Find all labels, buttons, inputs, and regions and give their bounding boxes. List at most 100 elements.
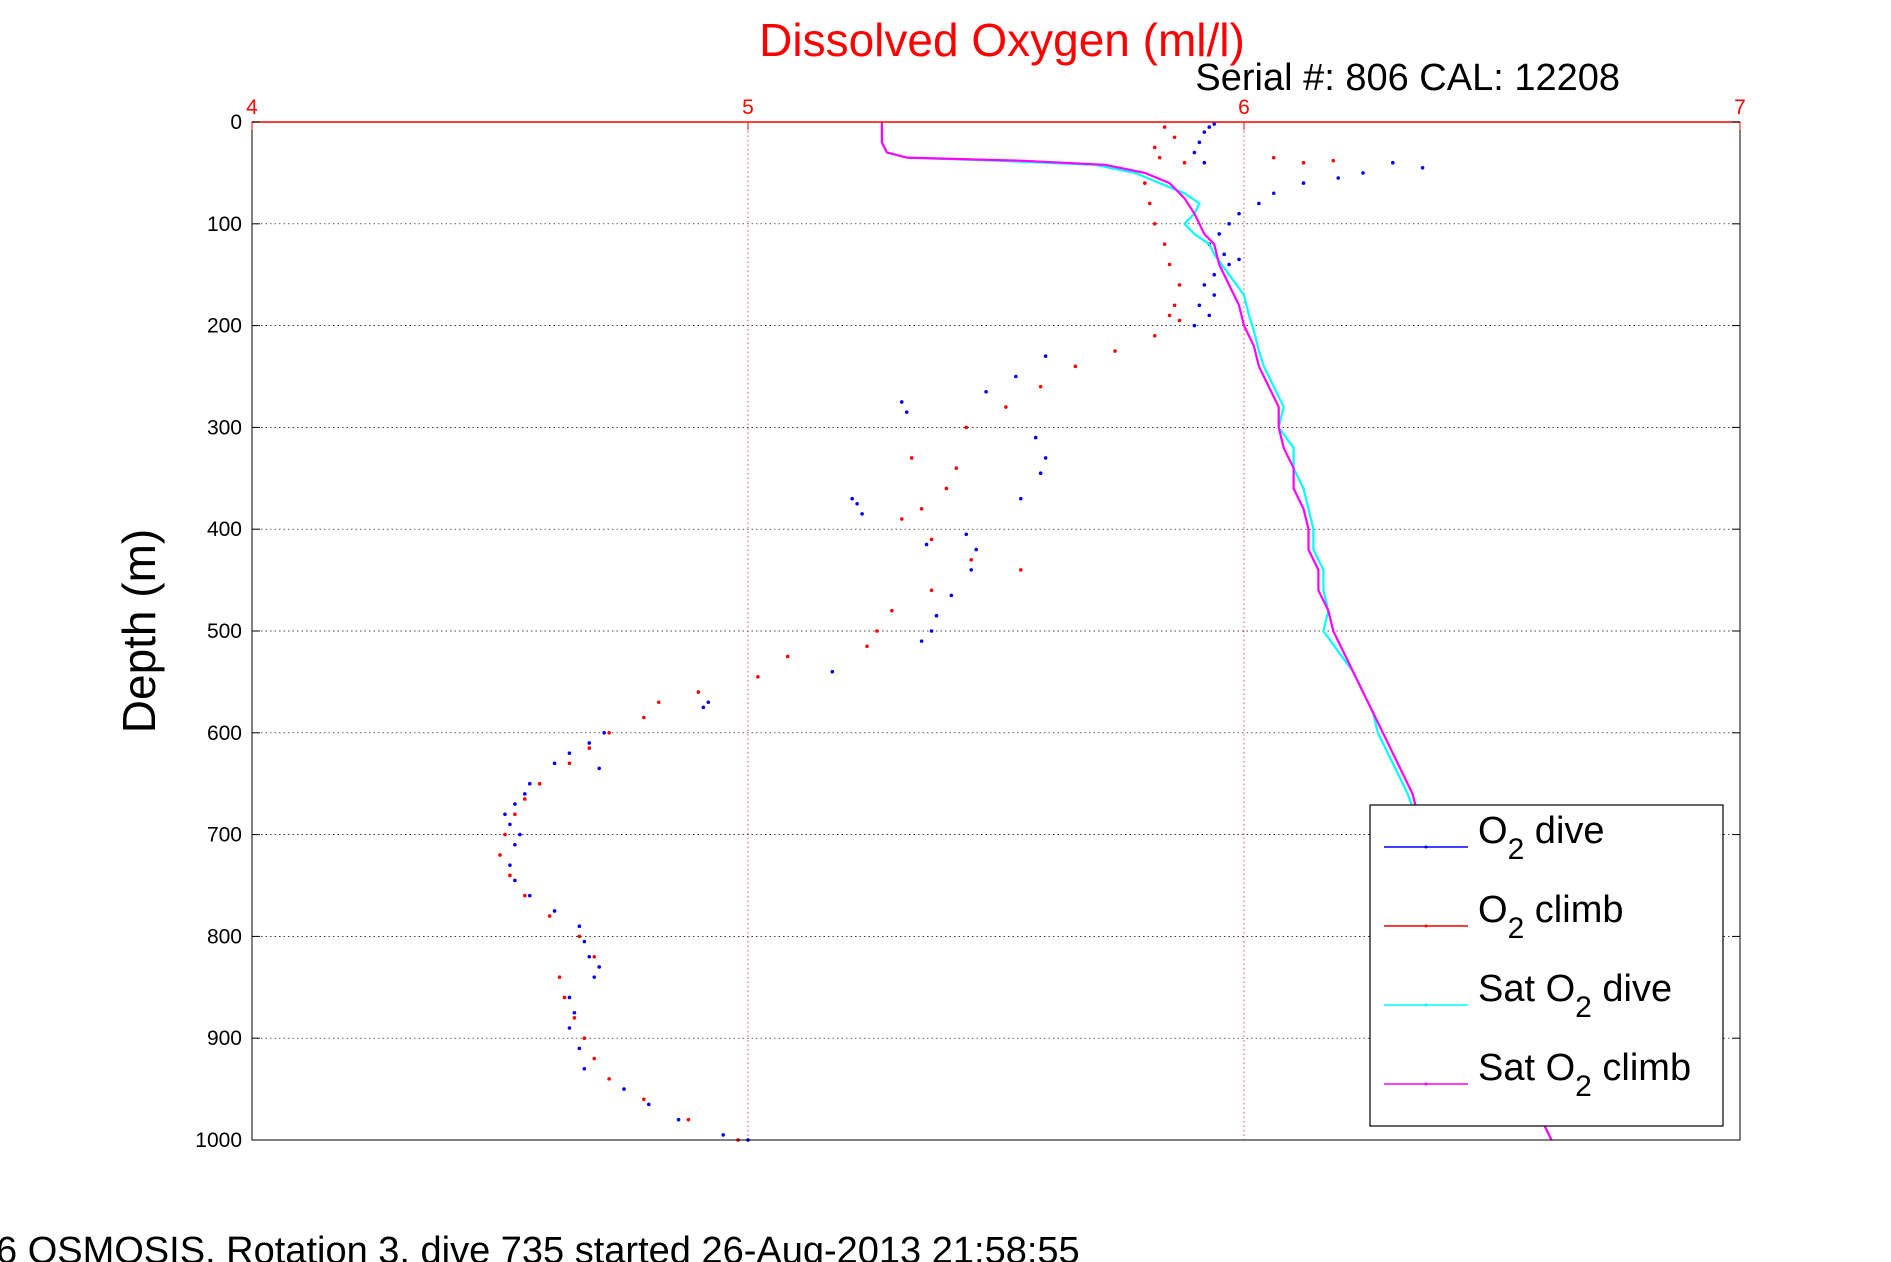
data-point-o2-climb <box>919 507 924 511</box>
y-tick-label: 200 <box>207 315 242 338</box>
data-point-o2-dive <box>1237 211 1241 216</box>
x-tick-label: 4 <box>246 96 258 119</box>
data-point-o2-dive <box>1212 122 1217 126</box>
legend-item-sat-o2-dive: Sat O2 dive <box>1384 968 1672 1024</box>
data-point-o2-climb <box>1152 222 1157 226</box>
legend-item-o2-climb: O2 climb <box>1384 889 1623 945</box>
data-point-o2-dive <box>1222 252 1226 257</box>
footer-caption: 6 OSMOSIS, Rotation 3, dive 735 started … <box>0 1230 1080 1262</box>
data-point-o2-climb <box>557 975 562 979</box>
data-point-o2-climb <box>964 425 969 430</box>
grid-lines <box>252 122 1740 1140</box>
data-point-o2-climb <box>642 715 646 720</box>
x-tick-label: 6 <box>1238 96 1250 119</box>
data-point-o2-dive <box>964 532 969 537</box>
data-point-o2-climb <box>954 466 959 470</box>
legend-swatch-marker <box>1424 1003 1428 1007</box>
legend-swatch-marker <box>1424 1082 1428 1086</box>
data-point-o2-climb <box>909 456 914 460</box>
data-point-o2-dive <box>929 629 934 633</box>
data-point-o2-climb <box>1177 318 1182 323</box>
legend-label-subscript: 2 <box>1508 912 1525 945</box>
data-point-o2-climb <box>587 746 592 750</box>
y-tick-label: 400 <box>207 518 242 541</box>
data-point-o2-climb <box>1182 160 1187 165</box>
legend-label-rest: climb <box>1524 889 1623 931</box>
y-tick-label: 0 <box>230 111 242 134</box>
data-point-o2-dive <box>984 389 988 394</box>
y-tick-label: 100 <box>207 213 242 236</box>
chart-subtitle: Serial #: 806 CAL: 12208 <box>1195 57 1620 99</box>
data-point-o2-climb <box>1331 158 1336 163</box>
legend-label-subscript: 2 <box>1575 1070 1592 1103</box>
y-tick-label: 900 <box>207 1027 242 1050</box>
data-point-o2-dive <box>1043 354 1048 358</box>
data-point-o2-climb <box>1167 313 1172 318</box>
data-point-o2-dive <box>577 924 582 929</box>
data-point-o2-dive <box>904 410 909 414</box>
chart-title: Dissolved Oxygen (ml/l) <box>759 14 1245 66</box>
y-tick-label: 1000 <box>195 1129 242 1152</box>
data-point-o2-climb <box>1004 405 1008 409</box>
data-point-o2-climb <box>969 557 973 562</box>
data-point-o2-climb <box>1073 364 1078 369</box>
data-point-o2-dive <box>1227 262 1231 267</box>
data-point-o2-climb <box>1113 349 1117 353</box>
data-point-o2-climb <box>1157 155 1162 160</box>
data-point-o2-dive <box>582 1066 587 1071</box>
data-point-o2-climb <box>865 644 869 649</box>
data-point-o2-climb <box>686 1117 691 1122</box>
data-point-o2-climb <box>523 893 527 898</box>
legend-label-rest: climb <box>1592 1047 1691 1089</box>
data-point-o2-dive <box>1301 181 1306 185</box>
data-point-o2-dive <box>676 1117 681 1122</box>
data-point-o2-climb <box>592 1056 597 1061</box>
data-point-o2-climb <box>523 797 527 801</box>
data-point-o2-dive <box>587 954 592 959</box>
data-point-o2-dive <box>508 822 512 827</box>
data-point-o2-dive <box>523 792 527 796</box>
data-point-o2-climb <box>498 853 502 857</box>
legend-box <box>1369 804 1724 1127</box>
data-point-o2-dive <box>919 639 924 643</box>
data-point-o2-dive <box>527 893 532 898</box>
data-point-o2-climb <box>1162 125 1167 129</box>
data-point-o2-climb <box>1152 145 1157 150</box>
data-point-o2-dive <box>552 909 557 913</box>
y-tick-label: 300 <box>207 416 242 439</box>
data-point-o2-climb <box>1172 303 1177 308</box>
legend-label: O2 climb <box>1478 889 1623 945</box>
data-point-o2-dive <box>721 1133 725 1137</box>
data-point-o2-dive <box>1227 222 1231 226</box>
data-point-o2-climb <box>1038 384 1043 389</box>
data-point-o2-dive <box>706 700 711 705</box>
data-point-o2-climb <box>607 1077 611 1081</box>
legend-label-main: O <box>1478 810 1508 852</box>
data-point-o2-dive <box>1212 293 1217 297</box>
data-point-o2-dive <box>577 1046 582 1051</box>
data-point-o2-dive <box>1019 496 1023 501</box>
data-point-o2-dive <box>1271 191 1276 196</box>
data-point-o2-climb <box>572 1016 577 1020</box>
data-point-o2-dive <box>587 741 592 745</box>
data-point-o2-dive <box>1033 435 1038 440</box>
x-tick-label: 5 <box>742 96 754 119</box>
data-point-o2-dive <box>567 751 572 755</box>
data-point-o2-dive <box>1237 257 1241 262</box>
data-point-o2-dive <box>1391 160 1395 165</box>
data-point-o2-climb <box>696 690 701 694</box>
series-o2-dive <box>503 122 1425 1142</box>
data-point-o2-climb <box>592 954 597 959</box>
data-point-o2-dive <box>1043 456 1048 460</box>
y-tick-label: 500 <box>207 620 242 643</box>
y-tick-label: 700 <box>207 824 242 847</box>
data-point-o2-dive <box>567 1026 572 1030</box>
data-point-o2-climb <box>1172 135 1177 140</box>
data-point-o2-dive <box>1014 374 1018 379</box>
x-tick-label: 7 <box>1734 96 1746 119</box>
data-point-o2-dive <box>1361 171 1365 175</box>
data-point-o2-climb <box>875 629 879 633</box>
